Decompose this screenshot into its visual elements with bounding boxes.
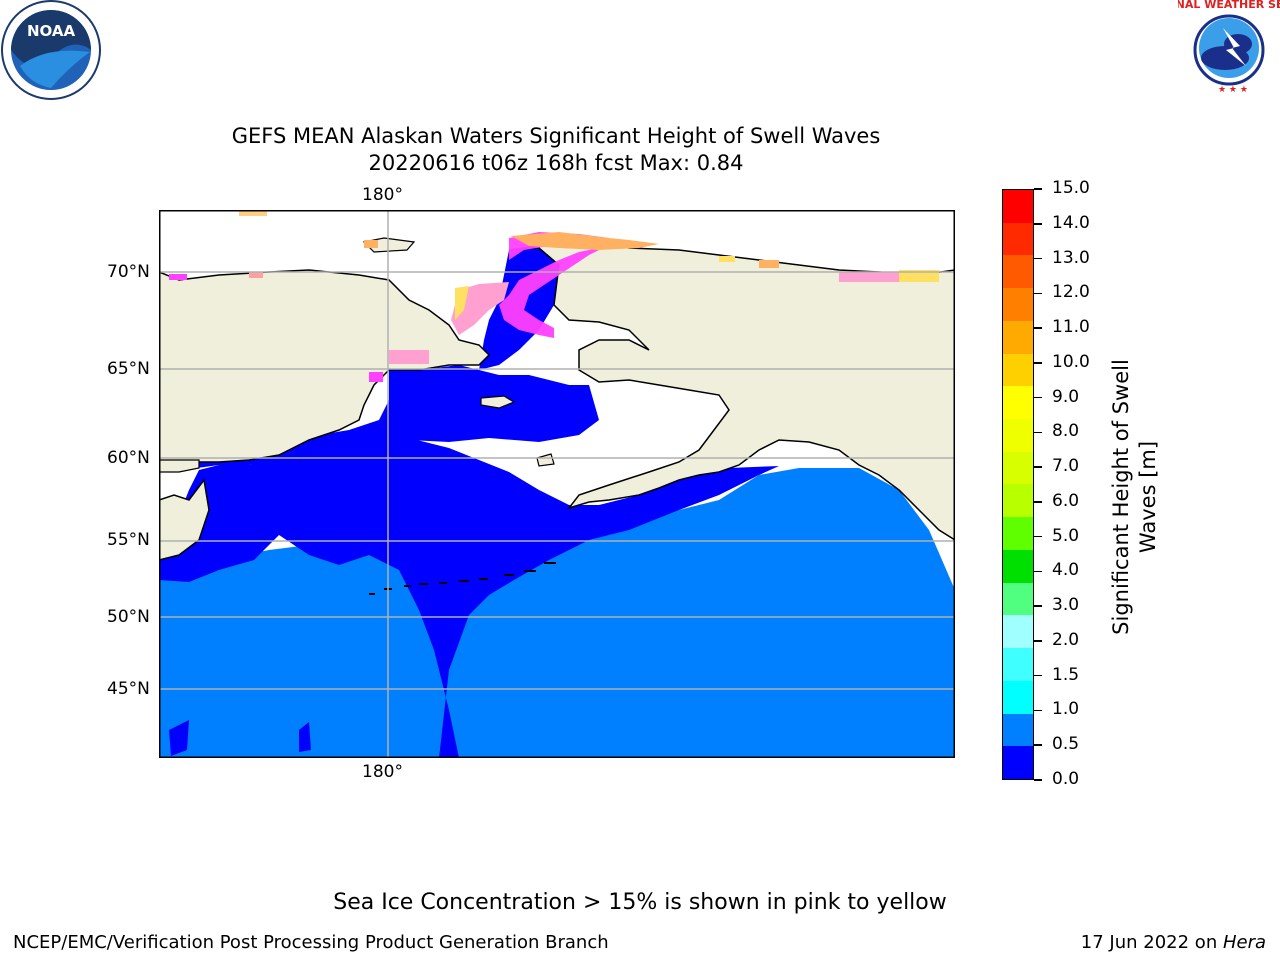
colorbar-tick-mark [1034,223,1042,225]
bering-sea-north [197,365,599,468]
colorbar-swatch [1003,386,1033,420]
colorbar-tick-label: 5.0 [1052,525,1080,546]
colorbar-tick-mark [1034,327,1042,329]
noaa-logo: NOAA [0,0,102,100]
colorbar-swatch [1003,549,1033,583]
colorbar-label: Significant Height of Swell Waves [m] [1108,347,1162,647]
colorbar-label-line1: Significant Height of Swell [1109,359,1133,635]
land-kamchatka-north [159,459,200,473]
footer-date-text: 17 Jun 2022 on [1080,932,1223,953]
colorbar-tick-mark [1034,396,1042,399]
colorbar-tick-mark [1034,605,1042,607]
colorbar-tick-mark [1034,570,1042,573]
colorbar-swatch [1003,582,1033,616]
lat-label-50: 50°N [107,607,150,627]
st-lawrence-island [480,395,516,409]
colorbar-swatch [1003,713,1033,747]
colorbar-tick-label: 13.0 [1052,247,1090,268]
colorbar-swatch [1003,517,1033,550]
colorbar-tick-label: 2.0 [1052,629,1080,650]
colorbar-tick-label: 8.0 [1052,421,1080,442]
lat-label-55: 55°N [107,530,150,550]
colorbar-tick-label: 7.0 [1052,456,1080,477]
colorbar-swatch [1003,222,1033,256]
colorbar-tick-mark [1034,188,1042,190]
colorbar-swatch [1003,255,1033,289]
colorbar-tick-mark [1034,431,1042,434]
map-panel [159,210,955,758]
colorbar-tick-mark [1034,709,1042,712]
nws-logo-text: NATIONAL WEATHER SERVICE [1178,0,1280,11]
colorbar-label-line2: Waves [m] [1136,440,1160,554]
lat-label-60: 60°N [107,448,150,468]
aleutian-islands [369,562,556,595]
footer-host: Hera [1222,932,1266,953]
colorbar-swatch [1003,190,1033,223]
colorbar-tick-mark [1034,362,1042,364]
colorbar-tick-mark [1034,466,1042,468]
graticule [159,210,955,758]
colorbar-tick-label: 0.5 [1052,734,1080,755]
svg-text:★ ★ ★: ★ ★ ★ [1218,85,1248,95]
colorbar-tick-label: 6.0 [1052,490,1080,511]
colorbar-tick-label: 1.5 [1052,664,1080,685]
colorbar-tick-mark [1034,501,1042,503]
colorbar-tick-mark [1034,640,1042,642]
lat-label-70: 70°N [107,262,150,282]
land-kamchatka [159,478,210,561]
swell-patch-s [299,722,311,752]
colorbar-swatch [1003,288,1033,321]
colorbar-tick-label: 10.0 [1052,351,1090,372]
colorbar-swatch [1003,648,1033,681]
lon-label-top: 180° [362,185,403,205]
footer-branch: NCEP/EMC/Verification Post Processing Pr… [13,932,609,953]
colorbar-tick-mark [1034,779,1042,781]
colorbar-tick-label: 0.0 [1052,769,1080,789]
colorbar-swatch [1003,353,1033,387]
colorbar-tick-label: 14.0 [1052,212,1090,233]
nunivak-island [536,453,555,467]
colorbar-swatch [1003,484,1033,518]
colorbar-tick-label: 1.0 [1052,699,1080,720]
colorbar-tick-label: 4.0 [1052,560,1080,581]
colorbar-tick-label: 11.0 [1052,317,1090,338]
colorbar-tick-mark [1034,744,1042,746]
nws-logo: NATIONAL WEATHER SERVICE ★ ★ ★ [1138,0,1280,100]
swell-patch-sw [169,720,189,756]
colorbar-tick-label: 3.0 [1052,595,1080,616]
colorbar-tick-mark [1034,674,1042,677]
ocean-swell-low [159,435,779,758]
map-frame [159,210,955,758]
map-svg [159,210,955,758]
footer-date: 17 Jun 2022 on Hera [1081,932,1266,953]
colorbar-tick-label: 9.0 [1052,386,1080,407]
lon-label-bottom: 180° [362,762,403,782]
colorbar-swatch [1003,451,1033,485]
colorbar-swatch [1003,615,1033,649]
colorbar [1002,189,1034,780]
lat-label-45: 45°N [107,679,150,699]
map-title: GEFS MEAN Alaskan Waters Significant Hei… [231,124,881,148]
colorbar-tick-mark [1034,292,1042,295]
colorbar-swatch [1003,746,1033,779]
sea-ice-note: Sea Ice Concentration > 15% is shown in … [333,890,947,915]
colorbar-tick-label: 12.0 [1052,282,1090,303]
colorbar-tick-mark [1034,257,1042,260]
colorbar-tick-label: 15.0 [1052,178,1090,198]
colorbar-swatch [1003,419,1033,452]
map-subtitle: 20220616 t06z 168h fcst Max: 0.84 [368,151,744,175]
noaa-logo-text: NOAA [27,22,76,40]
colorbar-tick-mark [1034,535,1042,538]
sea-ice [169,210,939,382]
colorbar-swatch [1003,320,1033,354]
lat-label-65: 65°N [107,359,150,379]
colorbar-swatch [1003,680,1033,714]
